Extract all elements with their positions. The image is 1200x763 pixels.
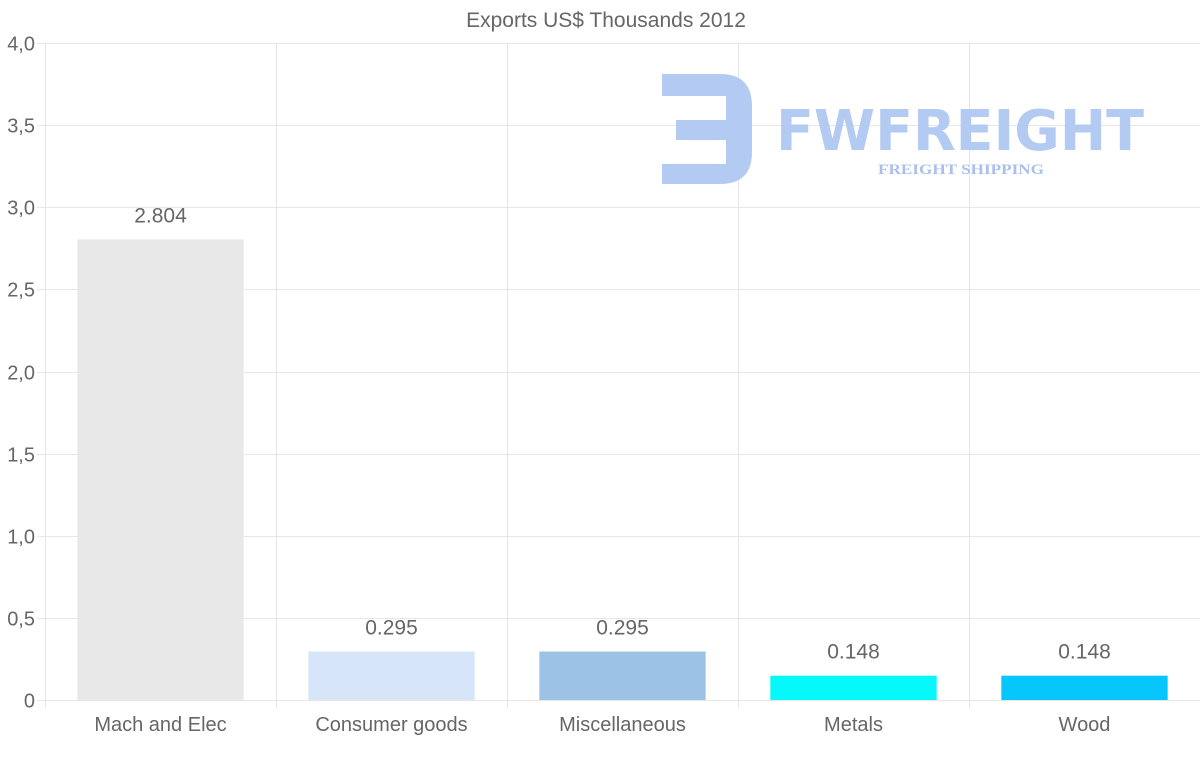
data-label: 0.295 (365, 617, 418, 640)
watermark-logo: FWFREIGHT FREIGHT SHIPPING (648, 74, 1144, 184)
watermark-emblem (648, 74, 752, 184)
x-tick-label: Miscellaneous (559, 714, 686, 736)
data-label: 0.148 (827, 641, 880, 664)
axes: 0 0,5 1,0 1,5 2,0 2,5 3,0 3,5 4,0 Mach and Elec Co… (7, 34, 1110, 737)
watermark-brand: FWFREIGHT (776, 99, 1144, 164)
y-tick-label: 3,5 (7, 116, 35, 138)
bar (308, 651, 475, 700)
data-label: 0.148 (1058, 641, 1111, 664)
x-tick-label: Mach and Elec (94, 714, 226, 736)
bar (770, 675, 937, 700)
x-tick-label: Wood (1059, 714, 1111, 736)
y-tick-label: 1,0 (7, 527, 35, 549)
bars (77, 239, 1168, 700)
watermark-tagline: FREIGHT SHIPPING (878, 162, 1044, 178)
y-tick-label: 2,5 (7, 280, 35, 302)
y-tick-label: 4,0 (7, 34, 35, 56)
data-label: 0.295 (596, 617, 649, 640)
x-tick-label: Metals (824, 714, 883, 736)
y-tick-label: 0 (24, 691, 35, 713)
y-tick-label: 1,5 (7, 445, 35, 467)
bar (1001, 675, 1168, 700)
y-tick-label: 2,0 (7, 363, 35, 385)
bar (77, 239, 244, 700)
chart-title: Exports US$ Thousands 2012 (466, 9, 746, 32)
data-labels: 2.804 0.295 0.295 0.148 0.148 (134, 204, 1111, 663)
x-tick-label: Consumer goods (315, 714, 467, 736)
data-label: 2.804 (134, 204, 187, 227)
y-tick-label: 0,5 (7, 609, 35, 631)
y-tick-label: 3,0 (7, 198, 35, 220)
bar (539, 651, 706, 700)
